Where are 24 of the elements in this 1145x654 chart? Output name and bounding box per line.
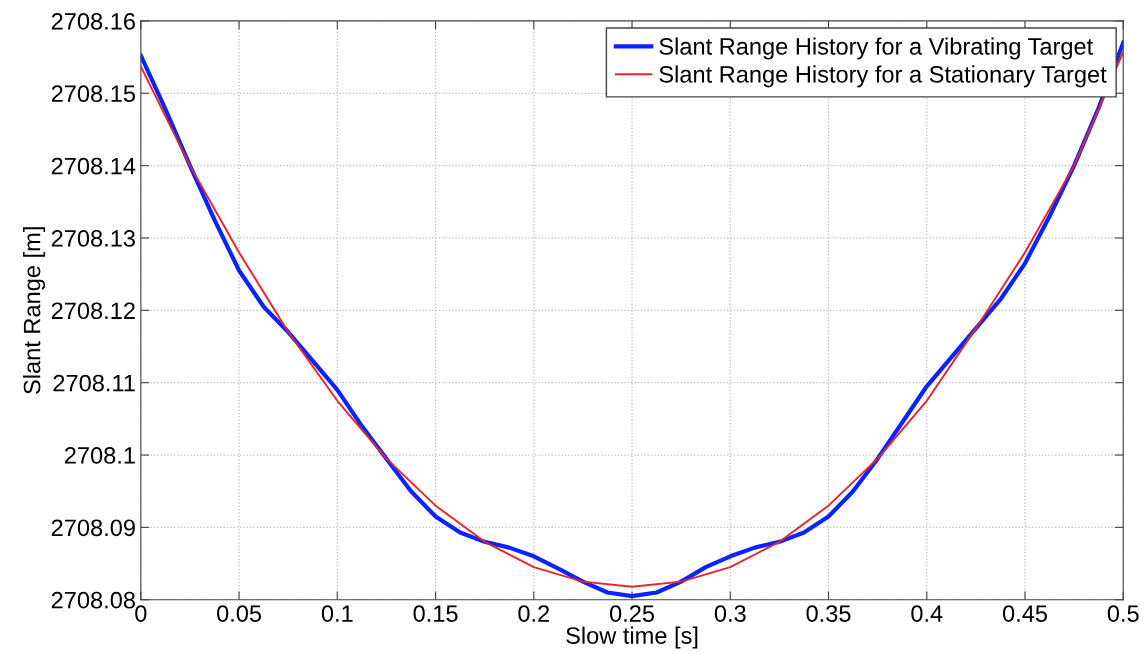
x-tick-label: 0.1 [321,605,353,622]
y-tick-label: 2708.14 [51,157,136,175]
x-tick-label: 0.45 [1002,605,1047,622]
legend-label: Slant Range History for a Stationary Target [659,65,1107,88]
y-tick-label: 2708.08 [51,591,135,609]
y-tick-label: 2708.15 [51,85,135,103]
x-tick-label: 0.05 [217,605,262,622]
x-tick-label: 0.35 [806,605,851,622]
y-tick-label: 2708.11 [53,374,135,392]
y-tick-label: 2708.09 [51,519,135,537]
legend-label: Slant Range History for a Vibrating Target [659,37,1094,60]
x-tick-label: 0.5 [1107,605,1139,622]
y-tick-label: 2708.12 [51,302,135,320]
y-tick-label: 2708.16 [51,13,135,30]
x-tick-label: 0.15 [413,605,458,622]
x-tick-label: 0.4 [911,605,943,622]
y-tick-label: 2708.13 [51,230,135,247]
x-tick-label: 0.3 [714,605,746,622]
y-axis-title: Slant Range [m] [23,227,46,394]
x-tick-label: 0.25 [609,605,655,622]
x-tick-label: 0.2 [518,605,550,622]
x-axis-title: Slow time [s] [566,626,698,649]
x-tick-label: 0 [135,605,147,622]
y-tick-label: 2708.1 [64,447,135,464]
